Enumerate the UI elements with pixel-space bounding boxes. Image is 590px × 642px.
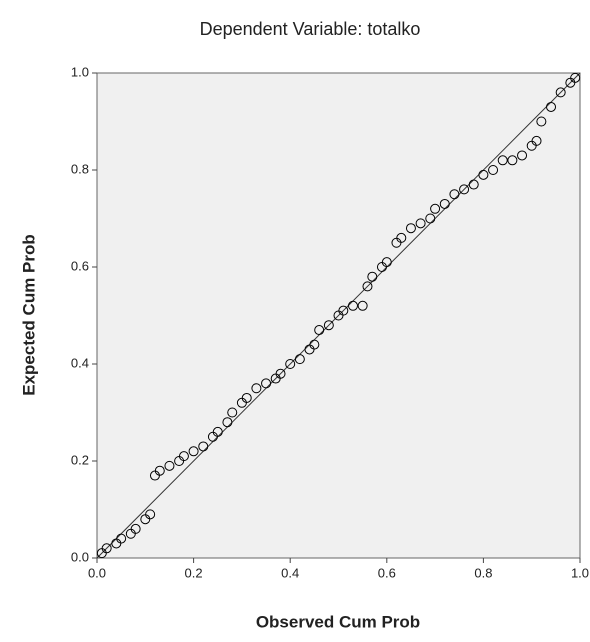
y-tick-label: 0.6 (71, 258, 89, 273)
chart-title: Dependent Variable: totalko (200, 19, 421, 39)
y-axis-label: Expected Cum Prob (19, 234, 38, 396)
x-tick-label: 0.0 (88, 565, 106, 580)
y-tick-label: 0.2 (71, 452, 89, 467)
x-tick-label: 0.6 (378, 565, 396, 580)
y-tick-label: 0.0 (71, 549, 89, 564)
y-tick-label: 1.0 (71, 64, 89, 79)
y-tick-label: 0.8 (71, 161, 89, 176)
x-tick-label: 0.4 (281, 565, 299, 580)
x-axis-label: Observed Cum Prob (256, 612, 420, 631)
x-tick-label: 0.8 (474, 565, 492, 580)
y-tick-label: 0.4 (71, 355, 89, 370)
x-tick-label: 0.2 (185, 565, 203, 580)
x-tick-label: 1.0 (571, 565, 589, 580)
chart: Dependent Variable: totalko Observed Cum… (0, 0, 590, 637)
